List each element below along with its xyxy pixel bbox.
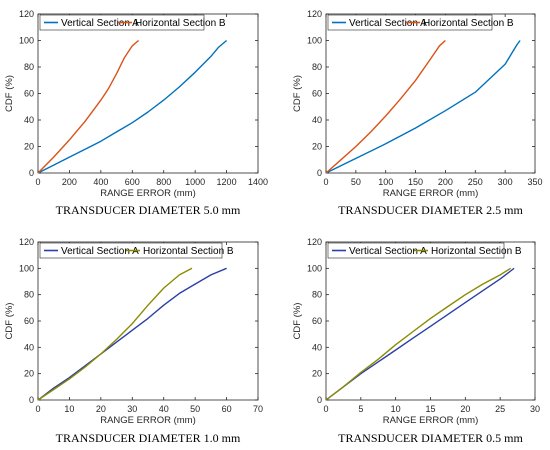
x-tick-label: 0 <box>35 177 40 187</box>
x-tick-label: 200 <box>438 177 453 187</box>
y-tick-label: 0 <box>29 395 34 405</box>
chart-panel-1: 0 200 400 600 800 1000 1200 1400 0 20 40 60 80 100 120… <box>4 9 268 217</box>
y-axis-label: CDF (%) <box>292 75 303 112</box>
legend-entry: Horizontal Section B <box>423 18 514 29</box>
y-axis-label: CDF (%) <box>4 303 15 340</box>
x-tick-label: 600 <box>125 177 140 187</box>
y-tick-label: 0 <box>29 168 34 178</box>
y-tick-label: 40 <box>312 342 322 352</box>
y-tick-label: 20 <box>312 369 322 379</box>
x-tick-label: 30 <box>127 404 137 414</box>
x-tick-label: 20 <box>96 404 106 414</box>
x-axis-label: RANGE ERROR (mm) <box>383 188 479 199</box>
y-tick-label: 20 <box>312 142 322 152</box>
y-tick-label: 100 <box>307 263 322 273</box>
series-line-horizontal-section-b <box>37 39 140 174</box>
y-tick-label: 100 <box>307 36 322 46</box>
panel-caption: TRANSDUCER DIAMETER 5.0 mm <box>56 203 241 217</box>
x-tick-label: 10 <box>64 404 74 414</box>
y-tick-label: 100 <box>19 36 34 46</box>
x-tick-label: 100 <box>378 177 393 187</box>
series-line-horizontal-section-b <box>325 267 511 401</box>
y-tick-label: 120 <box>19 237 34 247</box>
legend-entry: Horizontal Section B <box>143 246 234 257</box>
x-tick-label: 350 <box>527 177 542 187</box>
x-tick-label: 300 <box>498 177 513 187</box>
x-tick-label: 200 <box>62 177 77 187</box>
panel-caption: TRANSDUCER DIAMETER 2.5 mm <box>338 203 523 217</box>
x-tick-label: 50 <box>190 404 200 414</box>
y-tick-label: 60 <box>312 316 322 326</box>
y-tick-label: 80 <box>24 290 34 300</box>
y-tick-label: 60 <box>24 316 34 326</box>
x-tick-label: 1000 <box>185 177 205 187</box>
y-tick-label: 20 <box>24 369 34 379</box>
x-tick-label: 50 <box>351 177 361 187</box>
x-axis-label: RANGE ERROR (mm) <box>100 188 196 199</box>
x-tick-label: 30 <box>530 404 540 414</box>
x-tick-label: 0 <box>323 177 328 187</box>
y-tick-label: 120 <box>19 9 34 19</box>
y-tick-label: 40 <box>312 115 322 125</box>
x-tick-label: 250 <box>468 177 483 187</box>
x-tick-label: 400 <box>93 177 108 187</box>
y-tick-label: 40 <box>24 115 34 125</box>
legend-entry: Vertical Section A <box>61 18 139 29</box>
legend-entry: Vertical Section A <box>61 246 139 257</box>
legend-entry: Vertical Section A <box>349 246 427 257</box>
y-tick-label: 120 <box>307 9 322 19</box>
legend-entry: Vertical Section A <box>349 18 427 29</box>
plot-area <box>37 13 259 174</box>
y-tick-label: 100 <box>19 263 34 273</box>
y-tick-label: 80 <box>24 62 34 72</box>
x-axis-label: RANGE ERROR (mm) <box>100 415 196 426</box>
y-tick-label: 40 <box>24 342 34 352</box>
legend-entry: Horizontal Section B <box>431 246 522 257</box>
x-tick-label: 70 <box>253 404 263 414</box>
plot-area <box>325 13 536 174</box>
panel-caption: TRANSDUCER DIAMETER 0.5 mm <box>338 431 523 445</box>
y-tick-label: 0 <box>317 395 322 405</box>
x-tick-label: 1200 <box>217 177 237 187</box>
y-tick-label: 0 <box>317 168 322 178</box>
y-tick-label: 80 <box>312 290 322 300</box>
y-tick-label: 20 <box>24 142 34 152</box>
chart-panel-2: 0 50 100 150 200 250 300 350 0 20 40 60 80 100 120 RANG… <box>292 9 543 217</box>
series-line-vertical-section-a <box>325 40 521 174</box>
series-line-horizontal-section-b <box>325 39 446 174</box>
y-tick-label: 60 <box>24 89 34 99</box>
series-line-vertical-section-a <box>325 267 515 401</box>
series-line-vertical-section-a <box>37 267 227 401</box>
x-tick-label: 15 <box>425 404 435 414</box>
x-tick-label: 25 <box>495 404 505 414</box>
y-tick-label: 80 <box>312 62 322 72</box>
x-tick-label: 60 <box>222 404 232 414</box>
x-tick-label: 800 <box>156 177 171 187</box>
x-tick-label: 10 <box>391 404 401 414</box>
series-line-vertical-section-a <box>37 39 228 174</box>
x-tick-label: 0 <box>323 404 328 414</box>
x-tick-label: 5 <box>358 404 363 414</box>
series-line-horizontal-section-b <box>37 267 193 401</box>
legend: Vertical Section A Horizontal Section B <box>327 242 522 259</box>
y-tick-label: 60 <box>312 89 322 99</box>
x-tick-label: 20 <box>460 404 470 414</box>
x-tick-label: 0 <box>35 404 40 414</box>
legend-entry: Horizontal Section B <box>135 18 226 29</box>
chart-panel-3: 0 10 20 30 40 50 60 70 0 20 40 60 80 100 120 RANGE ERRO… <box>4 237 263 445</box>
y-tick-label: 120 <box>307 237 322 247</box>
y-axis-label: CDF (%) <box>292 303 303 340</box>
x-tick-label: 1400 <box>248 177 268 187</box>
chart-panel-4: 0 5 10 15 20 25 30 0 20 40 60 80 100 120 RANGE ERROR (… <box>292 237 540 445</box>
x-tick-label: 40 <box>159 404 169 414</box>
panel-caption: TRANSDUCER DIAMETER 1.0 mm <box>56 431 241 445</box>
legend: Vertical Section A Horizontal Section B <box>39 242 234 259</box>
x-tick-label: 150 <box>408 177 423 187</box>
x-axis-label: RANGE ERROR (mm) <box>383 415 479 426</box>
y-axis-label: CDF (%) <box>4 75 15 112</box>
